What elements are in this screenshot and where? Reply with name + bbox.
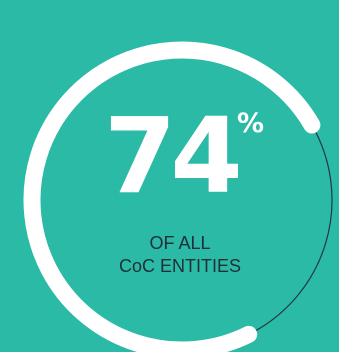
caption-line-1: OF ALL xyxy=(149,233,211,253)
stat-caption: OF ALL CoC ENTITIES xyxy=(100,232,260,278)
caption-line-2: CoC ENTITIES xyxy=(118,256,242,276)
stat-value: 74 xyxy=(104,95,243,217)
percent-sign: % xyxy=(237,108,265,139)
progress-ring-remainder-arc xyxy=(248,124,333,335)
progress-ring-filled-arc xyxy=(23,41,321,352)
